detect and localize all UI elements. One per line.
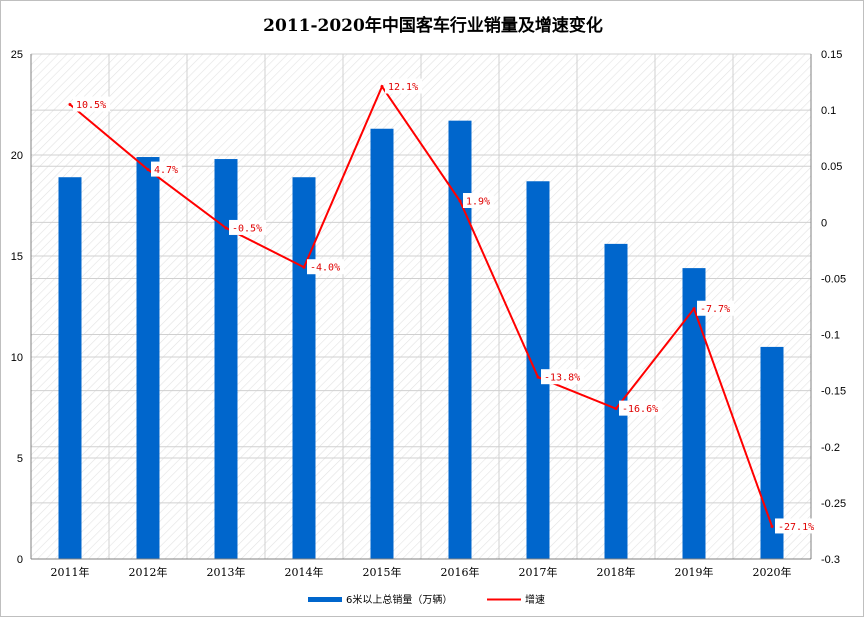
bar xyxy=(526,181,550,559)
legend-label-growth: 增速 xyxy=(525,593,545,606)
data-label-box xyxy=(697,300,734,316)
chart-title: 2011-2020年中国客车行业销量及增速变化 xyxy=(263,15,603,36)
x-tick-label: 2016年 xyxy=(441,565,480,579)
growth-point xyxy=(68,103,72,106)
growth-point xyxy=(302,265,306,269)
data-label-box xyxy=(463,193,494,209)
data-label: 12.1% xyxy=(385,78,422,94)
bar xyxy=(604,243,628,559)
y-right-tick-label: -0.15 xyxy=(821,386,846,398)
data-label-text: 4.7% xyxy=(154,165,178,176)
y-left-tick-label: 10 xyxy=(11,352,23,364)
data-label-text: 1.9% xyxy=(466,197,490,208)
y-left-tick-label: 0 xyxy=(17,554,23,566)
y-right-tick-label: 0.1 xyxy=(821,105,836,117)
axes: 0 5 10 15 20 25 -0.3 -0.25 -0.2 -0.15 -0.1 -0.05 0 0.… xyxy=(11,49,846,579)
x-tick-label: 2012年 xyxy=(129,565,168,579)
data-label: -4.0% xyxy=(307,259,344,275)
bar xyxy=(214,159,238,560)
bar xyxy=(682,268,706,559)
data-label-box xyxy=(229,219,266,235)
bar xyxy=(136,157,160,559)
bar xyxy=(58,177,82,559)
data-label-box xyxy=(73,96,110,112)
data-label: 10.5% xyxy=(73,96,110,112)
x-tick-label: 2019年 xyxy=(675,565,714,579)
y-right-tick-label: -0.3 xyxy=(821,554,840,566)
data-label-text: 10.5% xyxy=(76,100,106,111)
data-label-text: -7.7% xyxy=(700,304,730,315)
line-series xyxy=(68,84,774,528)
bar-series xyxy=(58,120,784,560)
growth-point xyxy=(224,226,228,230)
y-left-tick-label: 25 xyxy=(11,49,23,61)
growth-point xyxy=(536,375,540,379)
legend-swatch-bar xyxy=(308,597,342,602)
growth-point xyxy=(458,199,462,203)
y-right-tick-label: -0.05 xyxy=(821,273,846,285)
x-tick-label: 2017年 xyxy=(519,565,558,579)
data-label-text: -0.5% xyxy=(232,223,262,234)
growth-point xyxy=(146,168,150,172)
data-label-box xyxy=(541,369,585,385)
data-label: -16.6% xyxy=(619,400,663,416)
data-label: -13.8% xyxy=(541,369,585,385)
data-label-text: -4.0% xyxy=(310,263,340,274)
data-labels: 10.5% 4.7% -0.5% -4.0% 12.1% 1.9% -13.8% -16.6%… xyxy=(73,78,819,534)
data-label: -7.7% xyxy=(697,300,734,316)
data-label-text: -27.1% xyxy=(778,522,814,533)
data-label: 1.9% xyxy=(463,193,494,209)
y-left-tick-label: 5 xyxy=(17,453,23,465)
y-right-tick-label: 0.05 xyxy=(821,161,842,173)
data-label-box xyxy=(385,78,422,94)
data-label-box xyxy=(307,259,344,275)
data-label-box xyxy=(775,518,819,534)
legend-label-sales: 6米以上总销量（万辆） xyxy=(346,593,452,606)
y-right-tick-label: 0 xyxy=(821,217,827,229)
x-tick-label: 2014年 xyxy=(285,565,324,579)
data-label: -27.1% xyxy=(775,518,819,534)
bar xyxy=(292,177,316,559)
x-tick-label: 2018年 xyxy=(597,565,636,579)
data-label: 4.7% xyxy=(151,161,182,177)
data-label: -0.5% xyxy=(229,219,266,235)
x-tick-label: 2020年 xyxy=(753,565,792,579)
bar xyxy=(448,120,472,559)
x-tick-label: 2013年 xyxy=(207,565,246,579)
growth-line xyxy=(69,84,773,527)
legend: 6米以上总销量（万辆） 增速 xyxy=(308,593,545,606)
data-label-text: -16.6% xyxy=(622,404,658,415)
data-label-text: 12.1% xyxy=(388,82,418,93)
growth-point xyxy=(692,307,696,311)
y-left-tick-label: 15 xyxy=(11,251,23,263)
x-tick-label: 2015年 xyxy=(363,565,402,579)
data-label-text: -13.8% xyxy=(544,373,580,384)
x-tick-label: 2011年 xyxy=(51,565,90,579)
y-right-tick-label: -0.25 xyxy=(821,498,846,510)
y-right-tick-label: -0.2 xyxy=(821,442,840,454)
data-label-box xyxy=(619,400,663,416)
data-label-box xyxy=(151,161,182,177)
y-right-tick-label: -0.1 xyxy=(821,330,840,342)
y-right-tick-label: 0.15 xyxy=(821,49,842,61)
growth-point xyxy=(614,407,618,411)
growth-point xyxy=(770,524,774,528)
bar xyxy=(370,128,394,559)
bar xyxy=(760,346,784,559)
growth-point xyxy=(380,85,384,89)
y-left-tick-label: 20 xyxy=(11,150,23,162)
